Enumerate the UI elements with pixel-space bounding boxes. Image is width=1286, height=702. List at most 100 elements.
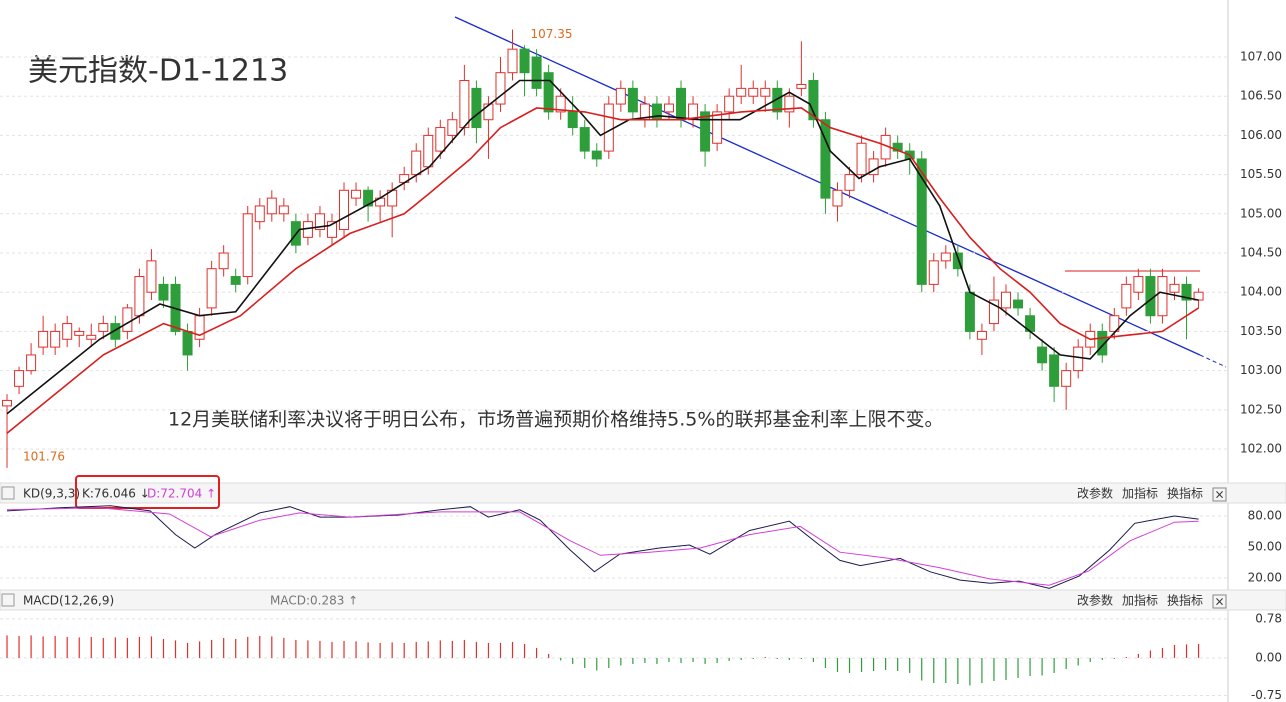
candle-body [2,399,13,407]
candle-body [663,103,674,113]
candle-body [856,142,867,176]
trend-line-extension [1199,354,1227,368]
high-label: 107.35 [531,27,573,41]
indicator-label: MACD(12,26,9) [23,594,114,608]
candle-body [459,80,470,129]
close-box[interactable] [1212,594,1227,609]
candle-body [820,119,831,199]
line [6,107,1200,434]
candle-body [976,330,987,340]
y-tick-label: 103.00 [1240,363,1282,377]
y-tick-label: 106.00 [1240,128,1282,142]
candle-body [62,323,73,340]
candle-body [206,268,217,309]
candle-body [567,111,578,129]
button[interactable]: 加指标 [1122,486,1158,501]
candle-body [1181,283,1192,301]
candle-body [591,150,602,160]
candle-body [266,197,277,215]
candle-body [844,174,855,191]
help-icon[interactable] [1,593,15,607]
line [6,79,1199,415]
candle-body [435,127,446,152]
candle-body [748,87,759,97]
candle-body [832,189,843,207]
candle-body [952,252,963,270]
help-icon[interactable] [1,486,15,500]
candle-body [940,252,951,262]
y-tick-label: 20.00 [1248,571,1282,585]
macd-header-text: MACD(12,26,9) MACD:0.283 ↑ 改参数 加指标 换指标 × [1,593,1227,609]
candle-body [314,213,325,230]
candle-body [1145,276,1156,317]
close-box[interactable] [1212,487,1227,502]
candle-body [928,260,939,285]
highlight-box [75,475,220,509]
button[interactable]: 加指标 [1122,593,1158,608]
button[interactable]: 换指标 [1167,593,1203,608]
candle-body [964,291,975,332]
candle-body [110,323,121,340]
candle-body [1109,315,1120,332]
candle-body [278,205,289,215]
candle-body [760,87,771,97]
candle-body [98,323,109,332]
y-tick-label: 80.00 [1248,509,1282,523]
candle-body [182,330,193,356]
candle-body [1049,354,1060,387]
candle-body [50,330,61,348]
candle-body [1013,299,1024,309]
candle-body [1133,276,1144,293]
button[interactable]: 改参数 [1077,486,1113,501]
candle-body [218,252,229,270]
button[interactable]: 改参数 [1077,593,1113,608]
y-tick-label: 104.00 [1240,285,1282,299]
y-tick-label: 105.00 [1240,206,1282,220]
y-tick-label: 103.50 [1240,324,1282,338]
candle-body [423,134,434,168]
candle-body [1061,370,1072,387]
candle-body [555,95,566,113]
candle-body [351,189,362,199]
candle-body [1169,283,1180,293]
close-button[interactable]: × [1214,488,1224,502]
candle-body [1000,291,1011,309]
candle-body [339,189,350,230]
macd-header [0,589,1286,611]
y-tick-label: -0.75 [1251,688,1282,702]
y-tick-label: 105.50 [1240,167,1282,181]
candle-body [988,299,999,325]
candle-body [603,103,614,152]
candle-body [122,307,133,332]
candle-body [519,48,530,74]
candle-body [507,48,518,74]
y-tick-label: 104.50 [1240,246,1282,260]
candle-body [1121,283,1132,309]
y-tick-label: 102.50 [1240,402,1282,416]
button[interactable]: 换指标 [1167,486,1203,501]
candle-body [808,80,819,121]
candle-body [784,95,795,113]
candle-body [651,103,662,121]
k-readout: K:76.046 ↓ [82,487,150,501]
candle-body [627,87,638,113]
candle-body [724,95,735,113]
close-button[interactable]: × [1214,595,1224,609]
candle-body [242,213,253,278]
kd-header [0,482,1286,504]
macd-readout: MACD:0.283 ↑ [270,594,358,608]
candle-body [772,87,783,113]
candle-body [363,189,374,207]
candle-body [736,87,747,97]
candle-body [483,103,494,121]
candle-body [1097,330,1108,356]
candle-body [38,330,49,348]
candle-body [495,72,506,105]
candle-body [1157,276,1168,317]
candle-body [86,334,97,340]
candle-body [579,127,590,152]
candle-body [676,87,687,121]
y-tick-label: 106.50 [1240,89,1282,103]
